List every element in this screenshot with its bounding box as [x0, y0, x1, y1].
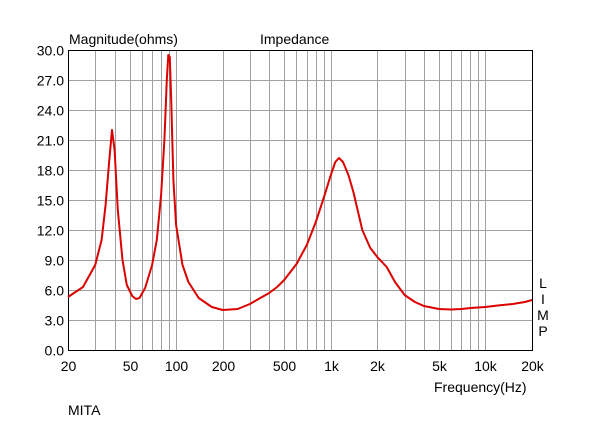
side-letter: I — [541, 291, 545, 307]
y-tick-label: 0.0 — [45, 343, 65, 359]
y-tick-label: 9.0 — [45, 253, 65, 269]
y-tick-label: 30.0 — [37, 43, 64, 59]
brand-label: MITA — [68, 402, 101, 418]
x-tick-label: 200 — [212, 358, 236, 374]
y-tick-label: 18.0 — [37, 163, 64, 179]
plot-grid — [68, 50, 533, 351]
y-axis-title: Magnitude(ohms) — [69, 31, 178, 47]
x-tick-label: 5k — [432, 358, 448, 374]
x-tick-label: 1k — [324, 358, 340, 374]
y-tick-label: 12.0 — [37, 223, 64, 239]
side-label: L I M P — [537, 275, 549, 339]
tick-labels: 0.0 3.0 6.0 9.0 12.0 15.0 18.0 21.0 24.0 27.0 30.0… — [37, 43, 545, 375]
x-tick-label: 50 — [123, 358, 139, 374]
impedance-curve — [67, 54, 533, 311]
y-tick-label: 3.0 — [45, 313, 65, 329]
x-tick-label: 2k — [370, 358, 386, 374]
plot-frame — [68, 50, 533, 351]
side-letter: L — [539, 275, 547, 291]
side-letter: P — [538, 323, 548, 339]
x-axis-title: Frequency(Hz) — [434, 379, 527, 395]
chart-title: Impedance — [260, 31, 330, 47]
side-letter: M — [537, 307, 549, 323]
y-tick-label: 24.0 — [37, 103, 64, 119]
x-tick-label: 10k — [474, 358, 498, 374]
y-tick-label: 15.0 — [37, 193, 64, 209]
y-tick-label: 27.0 — [37, 73, 64, 89]
y-tick-label: 21.0 — [37, 133, 64, 149]
x-tick-label: 100 — [165, 358, 189, 374]
x-tick-label: 20 — [61, 358, 77, 374]
y-tick-label: 6.0 — [45, 283, 65, 299]
x-tick-label: 20k — [521, 358, 545, 374]
x-tick-label: 500 — [273, 358, 297, 374]
